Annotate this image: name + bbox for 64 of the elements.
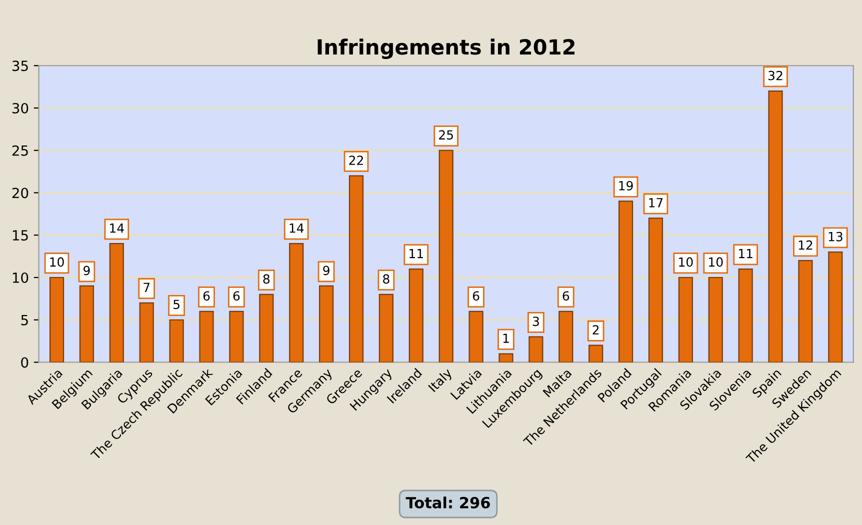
- bar: [468, 310, 484, 362]
- y-tick-label: 5: [21, 315, 28, 326]
- bar: [378, 294, 394, 362]
- data-label: 2: [592, 325, 599, 334]
- data-label: 22: [349, 156, 363, 165]
- data-label: 5: [174, 300, 180, 310]
- bar: [319, 285, 334, 362]
- y-tick-label: 10: [12, 272, 28, 283]
- text: Total: 296: [406, 496, 490, 508]
- data-label: 6: [233, 291, 240, 301]
- data-label: 12: [798, 240, 812, 250]
- data-label: 6: [203, 291, 210, 301]
- data-label: 11: [738, 248, 752, 258]
- bar: [199, 310, 214, 362]
- data-label: 14: [110, 224, 124, 233]
- bar: [768, 90, 783, 362]
- data-label: 10: [679, 257, 693, 267]
- bar: [408, 268, 424, 362]
- data-label: 8: [263, 274, 270, 284]
- data-label: 6: [562, 291, 570, 301]
- data-label: 8: [383, 274, 390, 284]
- data-label: 10: [50, 257, 64, 267]
- data-label: 3: [532, 316, 539, 326]
- chart-title: Infringements in 2012: [318, 38, 574, 60]
- data-label: 13: [828, 232, 842, 242]
- data-label: 17: [649, 198, 663, 208]
- bar: [558, 310, 574, 362]
- data-label: 25: [439, 130, 453, 140]
- bar: [828, 252, 843, 362]
- bar: [109, 243, 124, 362]
- data-label: 10: [709, 257, 723, 267]
- y-tick-label: 30: [12, 102, 28, 114]
- bar: [438, 150, 454, 362]
- bar: [229, 310, 244, 362]
- bar: [79, 285, 94, 362]
- bar: [169, 319, 184, 362]
- data-label: 11: [410, 248, 423, 258]
- bar: [528, 336, 544, 362]
- bar: [738, 268, 753, 362]
- y-tick-label: 15: [12, 230, 28, 241]
- bar: [348, 175, 364, 362]
- bar: [708, 276, 723, 362]
- y-tick-label: 35: [12, 60, 28, 72]
- bar: [289, 243, 304, 362]
- bar: [648, 218, 664, 362]
- data-label: 9: [84, 266, 90, 276]
- data-label: 1: [503, 334, 509, 343]
- bar: [139, 302, 154, 362]
- y-tick-label: 0: [21, 357, 28, 368]
- data-label: 14: [290, 224, 304, 233]
- y-tick-label: 25: [12, 145, 28, 156]
- data-label: 7: [144, 282, 150, 292]
- data-label: 32: [768, 70, 782, 80]
- data-label: 6: [472, 291, 480, 301]
- bar: [49, 276, 64, 362]
- bar: [498, 353, 514, 362]
- bar: [798, 260, 813, 362]
- bar: [678, 276, 693, 362]
- bar: [588, 344, 604, 362]
- data-label: 19: [619, 181, 633, 190]
- bar: [259, 294, 274, 362]
- data-label: 9: [323, 266, 330, 276]
- bar: [618, 200, 634, 362]
- y-tick-label: 20: [12, 188, 28, 198]
